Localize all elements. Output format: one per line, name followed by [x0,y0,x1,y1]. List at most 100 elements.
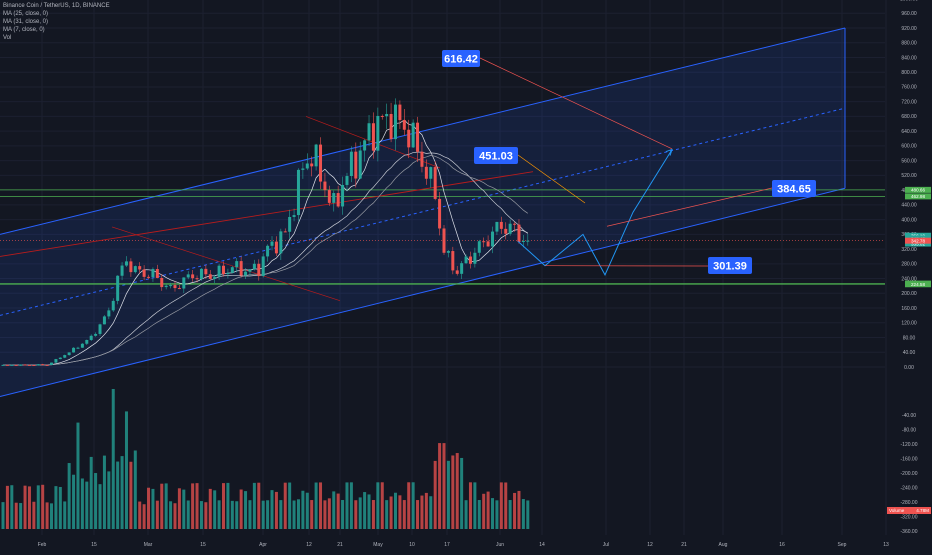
candle-body [19,365,22,366]
legend-ma-7[interactable]: MA (7, close, 0) [3,26,110,34]
volume-bar [407,482,410,529]
volume-bar [345,482,348,529]
time-tick-label: Apr [259,542,267,548]
candle-body [460,263,463,274]
candle-body [465,257,468,264]
volume-bar [394,493,397,529]
volume-bar [103,456,106,529]
volume-bar [288,483,291,529]
volume-bar [81,478,84,529]
candle-body [306,163,309,168]
candle-body [504,229,507,234]
volume-bar [226,483,229,529]
candle-body [332,193,335,203]
time-tick-label: Jul [603,542,609,548]
volume-bar [376,482,379,529]
candle-body [390,114,393,139]
candle-body [341,185,344,206]
candle-body [368,123,371,140]
candle-body [266,246,269,257]
volume-bar [517,491,520,529]
candle-body [323,182,326,191]
volume-bar [116,462,119,529]
legend-vol[interactable]: Vol [3,34,110,42]
legend-ma-31[interactable]: MA (31, close, 0) [3,18,110,26]
volume-bar [129,462,132,529]
annotation-label[interactable]: 616.42 [444,54,478,66]
volume-bar [90,457,93,529]
price-tick-label: 200.00 [901,291,917,297]
price-tick-label: 520.00 [901,173,917,179]
candle-body [182,277,185,288]
candle-body [301,168,304,169]
volume-bar [385,500,388,529]
volume-bar [425,493,428,529]
volume-bar [368,494,371,529]
annotation-label[interactable]: 451.03 [479,151,513,163]
candle-body [429,167,432,179]
legend-ma-25[interactable]: MA (25, close, 0) [3,10,110,18]
volume-tick-label: -80.00 [902,427,916,433]
price-tick-label: 0.00 [904,365,914,371]
volume-tick-label: -120.00 [901,442,918,448]
volume-bar [420,496,423,529]
candle-body [328,190,331,203]
time-tick-label: May [373,542,383,548]
candle-body [473,253,476,264]
candle-body [37,364,40,365]
time-tick-label: 15 [91,542,97,548]
price-scale-value: 480.66 [911,188,925,193]
volume-bar [24,486,27,529]
time-tick-label: Jun [496,542,504,548]
volume-bar [107,471,110,529]
price-tick-label: 440.00 [901,203,917,209]
time-tick-label: Sep [838,542,847,548]
volume-bar [191,483,194,529]
candle-body [63,355,66,358]
candle-body [288,217,291,232]
candle-body [310,163,313,166]
annotation-label[interactable]: 301.39 [713,261,747,273]
candle-body [160,278,163,287]
volume-bar [513,493,516,529]
volume-bar [72,475,75,529]
volume-bar [15,503,18,529]
candle-body [412,123,415,148]
volume-badge-label: Volume [889,508,905,513]
candle-body [279,231,282,253]
volume-bar [284,483,287,529]
price-scale-value: 462.98 [911,194,925,199]
candle-body [420,152,423,167]
candle-body [99,324,102,334]
candle-body [381,116,384,117]
candle-body [350,152,353,176]
candle-body [112,301,115,310]
volume-tick-label: -280.00 [901,500,918,506]
volume-bar [306,493,309,529]
price-tick-label: 80.00 [903,335,916,341]
volume-bar [46,502,49,529]
price-tick-label: 560.00 [901,158,917,164]
volume-bar [482,494,485,529]
candle-body [253,264,256,269]
volume-bar [429,496,432,529]
volume-tick-label: -360.00 [901,529,918,535]
candle-body [143,269,146,276]
legend-symbol[interactable]: Binance Coin / TetherUS, 1D, BINANCE [3,2,110,10]
volume-bar [412,482,415,529]
volume-bar [337,494,340,529]
candle-body [41,364,44,365]
volume-bar [262,501,265,529]
candle-body [262,256,265,276]
volume-bar [438,443,441,529]
volume-bar [487,492,490,529]
candle-body [487,241,490,246]
volume-bar [85,482,88,529]
time-tick-label: 17 [444,542,450,548]
volume-bar [134,451,137,529]
volume-bar [235,501,238,529]
volume-bar [491,498,494,529]
annotation-label[interactable]: 384.65 [777,184,811,196]
